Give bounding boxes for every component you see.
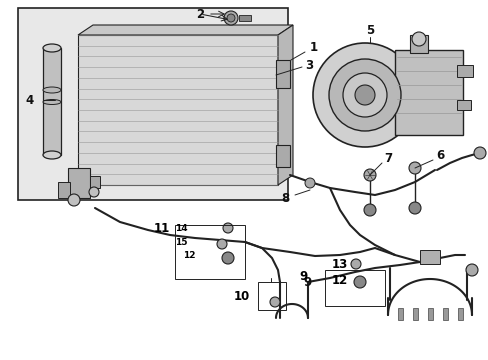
Circle shape xyxy=(226,14,235,22)
Text: 9: 9 xyxy=(303,275,311,288)
Text: 2: 2 xyxy=(196,8,203,21)
Text: 14: 14 xyxy=(175,224,187,233)
Text: 5: 5 xyxy=(365,23,373,36)
Text: 13: 13 xyxy=(331,257,347,270)
Bar xyxy=(275,60,289,88)
Text: 3: 3 xyxy=(305,59,312,72)
Text: 15: 15 xyxy=(175,238,187,247)
Circle shape xyxy=(408,162,420,174)
Circle shape xyxy=(354,85,374,105)
Circle shape xyxy=(223,223,232,233)
Bar xyxy=(456,100,470,110)
Circle shape xyxy=(350,259,360,269)
Bar xyxy=(456,65,472,77)
Bar xyxy=(442,308,447,320)
Text: 11: 11 xyxy=(153,221,170,234)
Bar xyxy=(397,308,402,320)
Polygon shape xyxy=(78,35,278,185)
Text: 9: 9 xyxy=(299,270,307,283)
Circle shape xyxy=(353,276,365,288)
Text: 6: 6 xyxy=(435,149,443,162)
Polygon shape xyxy=(78,25,292,35)
Circle shape xyxy=(217,239,226,249)
Bar xyxy=(427,308,432,320)
Bar xyxy=(419,250,439,264)
Circle shape xyxy=(224,11,238,25)
Bar xyxy=(58,182,70,198)
Circle shape xyxy=(363,169,375,181)
Circle shape xyxy=(408,202,420,214)
Bar xyxy=(412,308,417,320)
Circle shape xyxy=(411,32,425,46)
Bar xyxy=(325,270,384,306)
Circle shape xyxy=(363,204,375,216)
Ellipse shape xyxy=(43,44,61,52)
Text: 8: 8 xyxy=(280,192,288,204)
Bar xyxy=(258,282,285,310)
Bar xyxy=(68,168,90,198)
Ellipse shape xyxy=(43,87,61,93)
Text: 12: 12 xyxy=(331,274,347,287)
Text: 10: 10 xyxy=(233,289,249,302)
Circle shape xyxy=(328,59,400,131)
Polygon shape xyxy=(278,25,292,185)
Circle shape xyxy=(312,43,416,147)
Text: 12: 12 xyxy=(183,252,195,261)
Circle shape xyxy=(465,264,477,276)
Bar xyxy=(394,50,462,135)
Text: 1: 1 xyxy=(309,41,318,54)
Bar xyxy=(457,308,462,320)
Text: 4: 4 xyxy=(26,94,34,107)
Circle shape xyxy=(342,73,386,117)
Ellipse shape xyxy=(43,151,61,159)
Ellipse shape xyxy=(43,99,61,104)
Bar xyxy=(175,225,244,279)
Text: 7: 7 xyxy=(383,152,391,165)
Bar xyxy=(409,35,427,53)
Bar xyxy=(275,145,289,167)
Circle shape xyxy=(89,187,99,197)
Bar xyxy=(239,15,250,21)
Circle shape xyxy=(222,252,234,264)
Bar xyxy=(18,8,287,200)
Circle shape xyxy=(305,178,314,188)
Bar xyxy=(43,48,61,155)
Circle shape xyxy=(269,297,280,307)
Circle shape xyxy=(68,194,80,206)
Circle shape xyxy=(473,147,485,159)
Bar xyxy=(90,176,100,188)
